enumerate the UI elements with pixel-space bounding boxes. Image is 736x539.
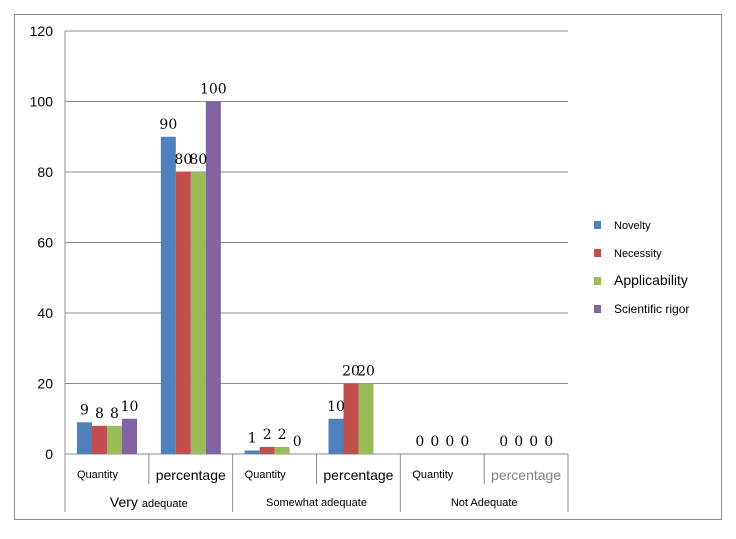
group-label-very-adequate: Very adequate [110, 494, 188, 510]
bar-applicability-1 [190, 172, 206, 454]
legend-label-novelty: Novelty [614, 220, 651, 232]
group-axis: Very adequate Somewhat adequate Not Adequa… [110, 494, 518, 510]
group-label-1: Somewhat adequate [266, 497, 367, 509]
y-axis-ticks: 0 20 40 60 80 100 120 [30, 23, 54, 462]
data-label-scientific-rigor-0: 10 [121, 399, 139, 415]
category-label-5: percentage [491, 467, 561, 483]
group-label-2: Not Adequate [451, 497, 518, 509]
y-tick-0: 0 [45, 446, 53, 462]
data-label-novelty-0: 9 [80, 402, 89, 418]
bar-scientific-rigor-0 [122, 418, 137, 454]
legend-label-applicability: Applicability [614, 272, 688, 288]
bar-applicability-0 [107, 425, 122, 454]
data-label-applicability-0: 8 [110, 406, 119, 422]
data-label-necessity-2: 2 [263, 427, 272, 443]
y-tick-80: 80 [37, 164, 53, 180]
bars [77, 101, 374, 454]
data-label-necessity-1: 80 [174, 152, 192, 168]
y-tick-20: 20 [37, 376, 53, 392]
bar-scientific-rigor-1 [205, 101, 221, 454]
data-label-novelty-1: 90 [159, 117, 177, 133]
legend-label-necessity: Necessity [614, 248, 662, 260]
data-label-applicability-5: 0 [529, 434, 538, 450]
bar-applicability-2 [274, 446, 290, 454]
legend: Novelty Necessity Applicability Scientific … [594, 220, 689, 316]
data-label-necessity-5: 0 [514, 434, 523, 450]
data-label-necessity-4: 0 [430, 434, 439, 450]
data-label-scientific-rigor-2: 0 [293, 434, 302, 450]
legend-swatch-novelty [594, 221, 601, 229]
chart-frame: 0 20 40 60 80 100 120 9 8 8 10 90 80 80 100 1 2 2 0 10 20 20… [14, 14, 722, 520]
category-label-4: Quantity [412, 469, 453, 481]
category-axis: Quantity percentage Quantity percentage Quan… [64, 454, 569, 512]
data-label-scientific-rigor-5: 0 [544, 434, 553, 450]
bar-novelty-1 [160, 136, 176, 454]
data-label-novelty-4: 0 [415, 434, 424, 450]
data-label-scientific-rigor-1: 100 [200, 82, 227, 98]
bar-necessity-0 [92, 425, 107, 454]
category-label-3: percentage [323, 467, 393, 483]
category-label-2: Quantity [245, 469, 286, 481]
data-label-applicability-1: 80 [189, 152, 207, 168]
data-label-novelty-5: 0 [499, 434, 508, 450]
bar-novelty-0 [77, 422, 92, 454]
bar-necessity-2 [259, 446, 275, 454]
gridlines [64, 30, 568, 455]
bar-applicability-3 [358, 383, 374, 454]
bar-novelty-2 [244, 450, 260, 454]
legend-swatch-necessity [594, 249, 601, 257]
legend-swatch-applicability [594, 277, 601, 285]
y-tick-60: 60 [37, 235, 53, 251]
y-tick-120: 120 [30, 23, 54, 39]
data-label-scientific-rigor-4: 0 [460, 434, 469, 450]
y-tick-100: 100 [30, 94, 54, 110]
data-label-novelty-2: 1 [248, 430, 257, 446]
data-label-applicability-4: 0 [445, 434, 454, 450]
bar-necessity-1 [175, 172, 191, 454]
bar-necessity-3 [343, 383, 359, 454]
data-label-necessity-3: 20 [342, 364, 360, 380]
data-label-necessity-0: 8 [95, 406, 104, 422]
y-tick-40: 40 [37, 305, 53, 321]
data-label-novelty-3: 10 [327, 399, 345, 415]
bar-novelty-3 [328, 418, 344, 454]
category-label-0: Quantity [77, 469, 118, 481]
category-label-1: percentage [156, 467, 226, 483]
legend-swatch-scientific-rigor [594, 305, 601, 313]
data-label-applicability-3: 20 [357, 364, 375, 380]
data-label-applicability-2: 2 [278, 427, 287, 443]
legend-label-scientific-rigor: Scientific rigor [614, 302, 689, 316]
